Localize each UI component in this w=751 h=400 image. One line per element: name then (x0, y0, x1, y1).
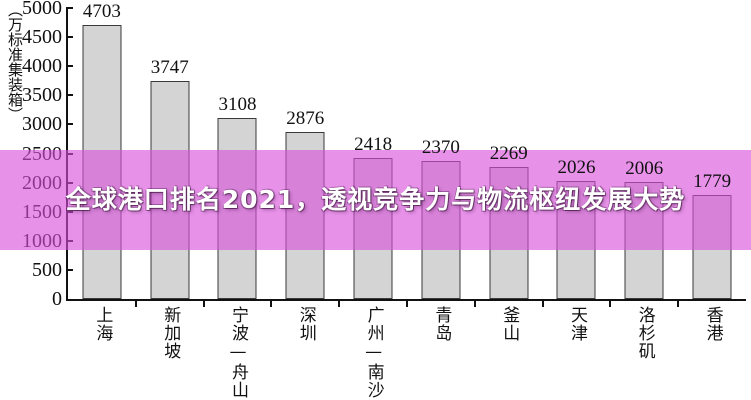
x-axis-category-label: 深圳 (295, 306, 316, 342)
bar-value-label: 1779 (693, 171, 732, 193)
x-axis-category-label: 釜山 (499, 306, 520, 342)
y-tick-label: 5000 (22, 0, 62, 19)
y-tick-label: 4000 (22, 55, 62, 78)
bar-value-label: 2269 (489, 142, 528, 164)
bar-value-label: 3747 (150, 56, 189, 78)
y-tick-mark (66, 123, 73, 126)
y-tick-mark (66, 36, 73, 39)
x-tick-mark (677, 299, 680, 307)
bar-value-label: 2876 (286, 107, 325, 129)
x-axis-category-label: 广州—南沙 (363, 306, 384, 399)
y-tick-mark (66, 7, 73, 9)
x-tick-mark (338, 299, 341, 307)
bar-value-label: 2418 (354, 134, 393, 156)
x-axis-category-label: 香港 (702, 306, 723, 342)
x-tick-mark (406, 299, 408, 307)
bar-value-label: 3108 (218, 94, 257, 116)
x-tick-mark (609, 299, 612, 307)
x-axis-category-label: 洛杉矶 (634, 306, 655, 360)
y-tick-label: 500 (32, 258, 62, 281)
x-axis-category-label: 宁波—舟山 (228, 306, 248, 399)
bar-value-label: 4703 (82, 1, 121, 23)
title-overlay-band (0, 150, 751, 250)
x-tick-mark (202, 299, 205, 307)
y-tick-label: 0 (52, 288, 62, 310)
y-tick-label: 3000 (22, 113, 62, 136)
x-axis-category-label: 上海 (92, 306, 113, 342)
x-axis-category-label: 天津 (567, 306, 587, 342)
y-tick-mark (66, 65, 73, 68)
y-tick-mark (66, 94, 73, 97)
x-axis-category-label: 青岛 (431, 306, 452, 342)
overlay-title-text: 全球港口排名2021，透视竞争力与物流枢纽发展大势 (65, 185, 686, 214)
y-axis-title: （万标准集装箱） (6, 2, 24, 122)
y-tick-label: 3500 (22, 84, 62, 107)
bar-value-label: 2006 (625, 158, 664, 180)
bar-value-label: 2370 (421, 137, 460, 159)
x-axis-category-label: 新加坡 (160, 306, 181, 360)
bar-value-label: 2026 (557, 157, 596, 179)
x-tick-mark (134, 299, 137, 307)
y-tick-label: 4500 (22, 26, 62, 49)
y-tick-mark (66, 268, 73, 271)
x-tick-mark (270, 299, 273, 307)
x-tick-mark (541, 299, 544, 307)
x-tick-mark (473, 299, 476, 307)
